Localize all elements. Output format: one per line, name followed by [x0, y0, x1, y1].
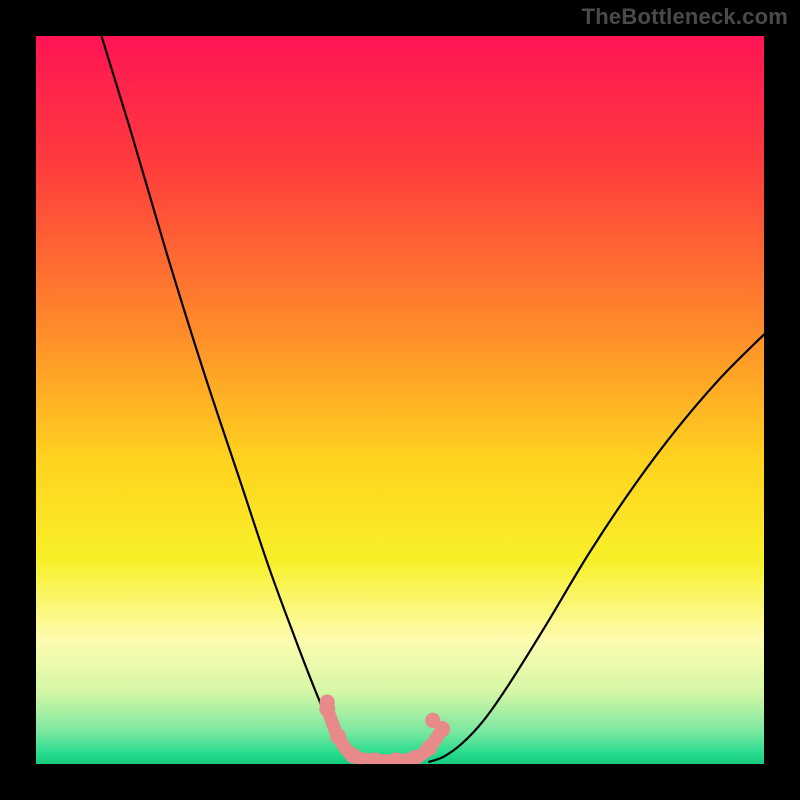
highlight-dot — [345, 747, 361, 763]
gradient-background — [36, 36, 764, 764]
watermark-text: TheBottleneck.com — [582, 4, 788, 30]
highlight-dot — [421, 740, 437, 756]
highlight-dot — [425, 713, 440, 728]
highlight-dot — [320, 695, 335, 710]
highlight-dot — [330, 728, 346, 744]
plot-area — [36, 36, 764, 764]
chart-svg — [36, 36, 764, 764]
